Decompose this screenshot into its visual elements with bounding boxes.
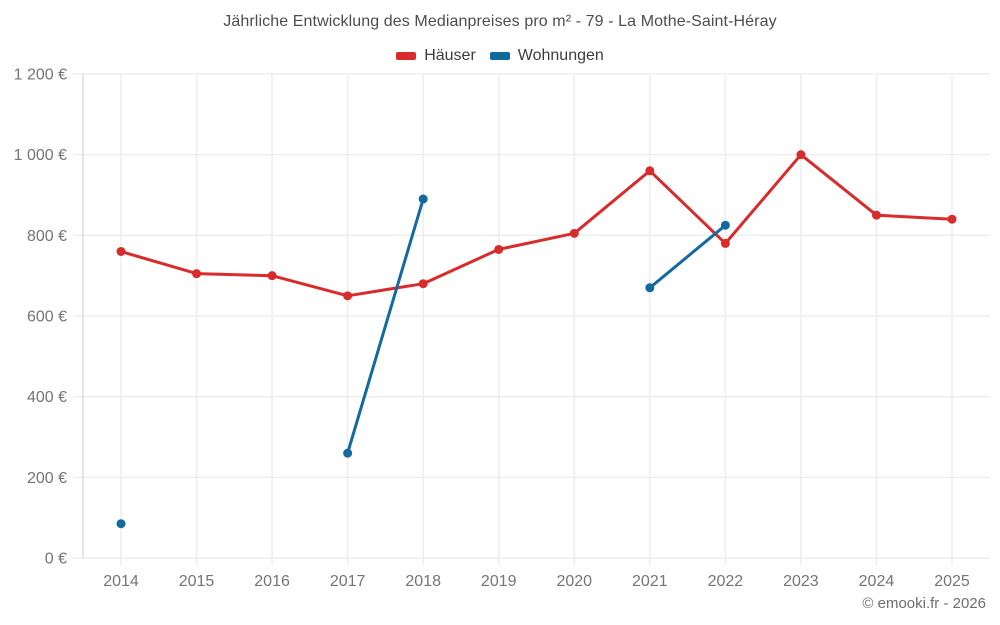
copyright-text: © emooki.fr - 2026 xyxy=(862,595,986,612)
legend-item-wohnungen[interactable]: Wohnungen xyxy=(489,47,604,65)
x-axis-tick-label: 2014 xyxy=(103,573,139,590)
data-point[interactable] xyxy=(947,214,957,224)
data-point[interactable] xyxy=(494,244,504,254)
x-axis-tick-label: 2016 xyxy=(254,573,290,590)
chart-title: Jährliche Entwicklung des Medianpreises … xyxy=(223,13,777,30)
series-line-0 xyxy=(119,153,954,298)
x-axis-tick-label: 2024 xyxy=(859,573,895,590)
x-axis-tick-label: 2023 xyxy=(783,573,819,590)
data-point[interactable] xyxy=(796,150,806,160)
legend-item-haeuser[interactable]: Häuser xyxy=(396,47,476,65)
x-axis-tick-label: 2022 xyxy=(708,573,744,590)
x-axis-tick-label: 2025 xyxy=(934,573,970,590)
data-point[interactable] xyxy=(720,220,730,230)
y-axis-tick-label: 0 € xyxy=(45,551,67,568)
y-axis-tick-label: 400 € xyxy=(27,389,67,406)
data-point[interactable] xyxy=(418,194,428,204)
data-point[interactable] xyxy=(720,238,730,248)
data-point[interactable] xyxy=(116,519,126,529)
data-point[interactable] xyxy=(343,448,353,458)
x-axis-tick-label: 2017 xyxy=(330,573,366,590)
y-axis-tick-label: 1 200 € xyxy=(14,67,67,84)
legend-label-wohnungen: Wohnungen xyxy=(517,47,604,64)
haeuser-series-swatch-icon xyxy=(396,52,417,60)
series-line-1 xyxy=(346,197,727,455)
chart-legend: Häuser Wohnungen xyxy=(0,47,1000,65)
x-axis-tick-label: 2018 xyxy=(405,573,441,590)
data-point[interactable] xyxy=(871,210,881,220)
data-point[interactable] xyxy=(418,279,428,289)
data-point[interactable] xyxy=(116,246,126,256)
wohnungen-series-swatch-icon xyxy=(489,52,510,60)
y-axis-tick-label: 800 € xyxy=(27,228,67,245)
data-point[interactable] xyxy=(192,269,202,279)
data-point[interactable] xyxy=(343,291,353,301)
data-point[interactable] xyxy=(267,271,277,281)
data-point[interactable] xyxy=(569,228,579,238)
legend-label-haeuser: Häuser xyxy=(424,47,476,64)
x-axis-tick-label: 2020 xyxy=(556,573,592,590)
y-axis-tick-label: 1 000 € xyxy=(14,147,67,164)
y-axis-tick-label: 600 € xyxy=(27,309,67,326)
data-point[interactable] xyxy=(645,283,655,293)
x-axis-tick-label: 2015 xyxy=(179,573,215,590)
y-axis-tick-label: 200 € xyxy=(27,470,67,487)
x-axis-tick-label: 2021 xyxy=(632,573,668,590)
data-point[interactable] xyxy=(645,166,655,176)
x-axis-tick-label: 2019 xyxy=(481,573,517,590)
